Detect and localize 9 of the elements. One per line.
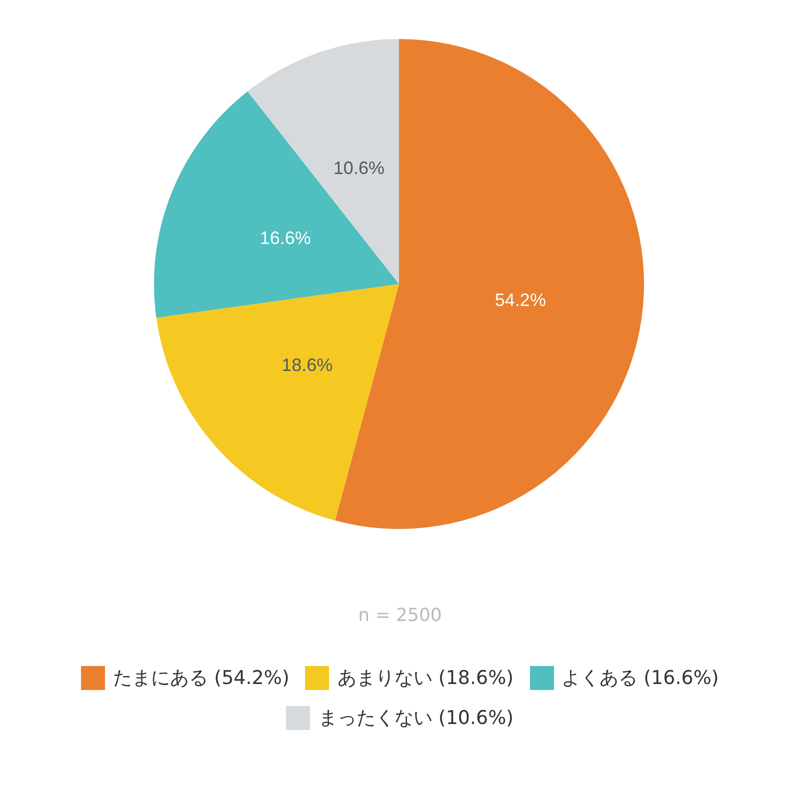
data-label: 10.6% (333, 158, 384, 178)
data-label: 18.6% (282, 355, 333, 376)
text: n = 2500 (357, 605, 443, 626)
legend-label: よくある (16.6%) (562, 666, 719, 691)
legend-label: たまにある (54.2%) (113, 666, 290, 691)
data-label: 16.6% (260, 228, 311, 248)
data-label: 54.2% (494, 290, 546, 310)
legend-label: まったくない (10.6%) (318, 706, 514, 731)
legend-label: あまりない (18.6%) (337, 666, 514, 691)
